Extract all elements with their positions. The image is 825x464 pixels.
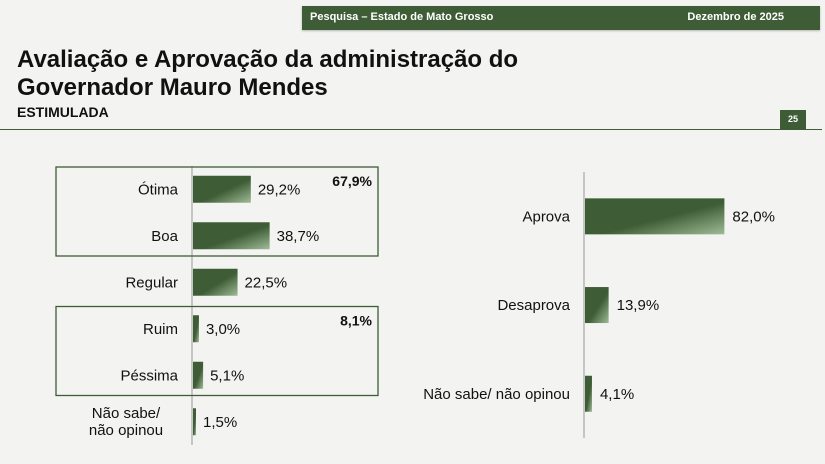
slide-title: Avaliação e Aprovação da administração d… <box>17 46 519 101</box>
approval-value-3: 4,1% <box>600 386 634 403</box>
bar-3 <box>193 268 238 296</box>
page-number: 25 <box>780 110 806 129</box>
group-box-2 <box>55 305 379 397</box>
header-rule <box>0 129 822 130</box>
survey-date: Dezembro de 2025 <box>687 11 784 23</box>
category-label-2: Boa <box>151 228 178 245</box>
value-label-4: 3,0% <box>206 321 240 338</box>
bar-6 <box>193 408 196 436</box>
category-label-6: Não sabe/não opinou <box>89 405 163 439</box>
category-label-1: Ótima <box>138 181 179 198</box>
value-label-1: 29,2% <box>258 181 301 198</box>
category-label-3: Regular <box>125 274 178 291</box>
evaluation-chart: 67,9% 8,1% 29,2% Ótima 38,7% Boa 22,5% Regular 3… <box>55 166 379 445</box>
header-bar: Pesquisa – Estado de Mato Grosso Dezembr… <box>302 6 820 30</box>
approval-label-3: Não sabe/ não opinou <box>423 386 570 403</box>
approval-bar-1 <box>585 198 725 235</box>
value-label-6: 1,5% <box>203 414 237 431</box>
approval-label-1: Aprova <box>522 208 570 225</box>
category-label-5: Péssima <box>120 367 178 384</box>
approval-value-1: 82,0% <box>732 208 775 225</box>
approval-label-2: Desaprova <box>497 297 570 314</box>
group-total-2: 8,1% <box>340 313 372 329</box>
value-label-5: 5,1% <box>210 367 244 384</box>
value-label-2: 38,7% <box>277 228 320 245</box>
bar-1 <box>193 175 251 203</box>
category-label-4: Ruim <box>143 321 178 338</box>
approval-bar-3 <box>585 375 592 412</box>
group-total-1: 67,9% <box>332 173 372 189</box>
approval-value-2: 13,9% <box>617 297 660 314</box>
bar-5 <box>193 361 204 389</box>
survey-name: Pesquisa – Estado de Mato Grosso <box>310 11 494 23</box>
bar-4 <box>193 315 199 343</box>
value-label-3: 22,5% <box>245 274 288 291</box>
bar-2 <box>193 222 270 250</box>
approval-bar-2 <box>585 287 609 324</box>
slide-subtitle: ESTIMULADA <box>17 104 109 120</box>
group-box-1 <box>55 166 379 257</box>
approval-chart: 82,0% Aprova 13,9% Desaprova 4,1% Não sabe/ n… <box>423 172 775 439</box>
